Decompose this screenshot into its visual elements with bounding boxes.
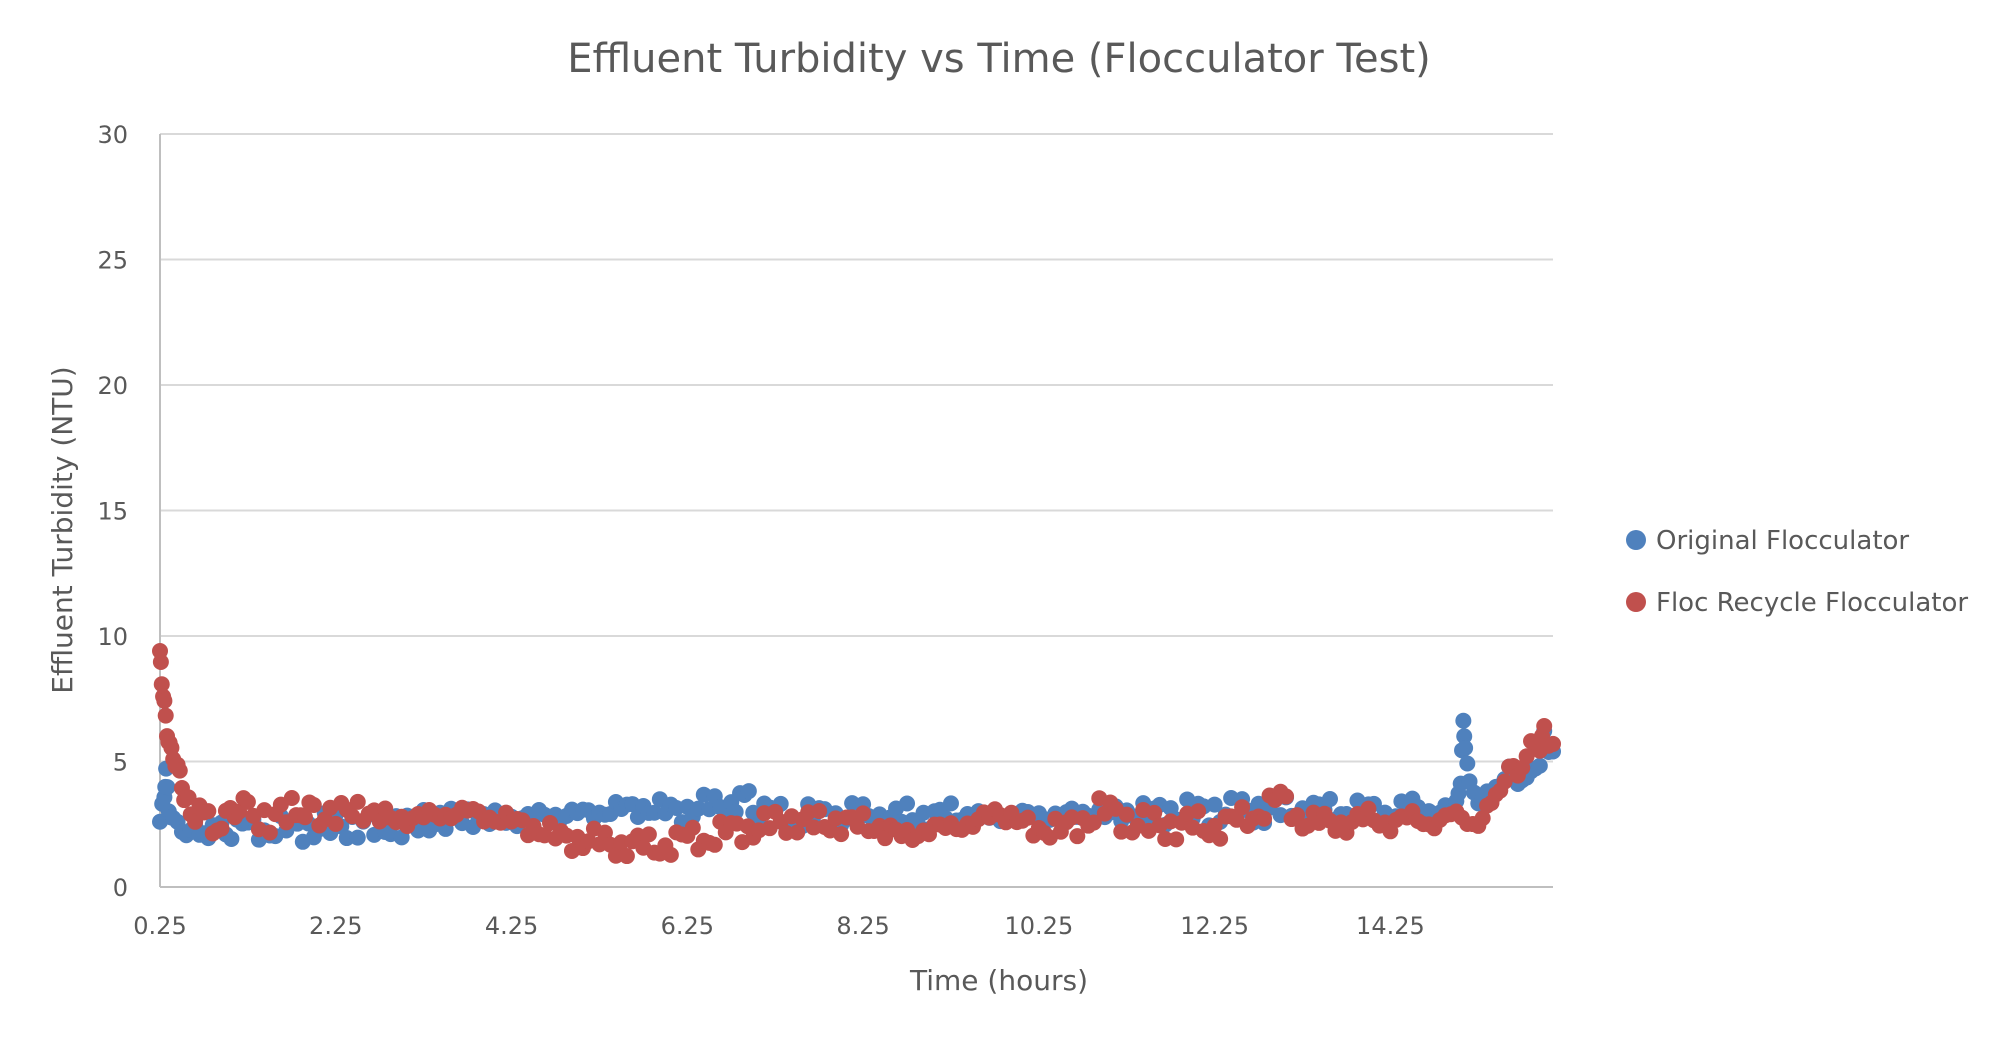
data-point — [1069, 828, 1086, 845]
data-point — [1019, 809, 1036, 826]
series-floc-recycle-flocculator — [152, 643, 1561, 865]
data-point — [833, 826, 850, 843]
data-point — [1118, 806, 1135, 823]
data-point — [1321, 791, 1338, 808]
data-point — [811, 803, 828, 820]
y-tick-label: 25 — [97, 247, 128, 275]
data-point — [156, 692, 173, 709]
data-point — [1212, 830, 1229, 847]
data-point — [1085, 814, 1102, 831]
data-point — [180, 789, 197, 806]
data-point — [159, 779, 176, 796]
data-point — [618, 848, 635, 865]
data-point — [1289, 807, 1306, 824]
legend-label: Floc Recycle Flocculator — [1656, 588, 1968, 618]
y-tick-label: 15 — [97, 498, 128, 526]
data-point — [1459, 755, 1476, 772]
data-point — [1457, 739, 1474, 756]
data-point — [899, 795, 916, 812]
data-point — [1455, 712, 1472, 729]
data-point — [297, 809, 314, 826]
x-tick-label: 12.25 — [1180, 912, 1249, 940]
x-tick-label: 0.25 — [133, 912, 186, 940]
data-point — [223, 830, 240, 847]
data-point — [877, 830, 894, 847]
data-point — [157, 707, 174, 724]
x-tick-label: 4.25 — [485, 912, 538, 940]
data-point — [1456, 728, 1473, 745]
x-tick-label: 14.25 — [1356, 912, 1425, 940]
x-tick-labels: 0.25 2.25 4.25 6.25 8.25 10.25 12.25 14.25 — [133, 912, 1424, 940]
y-tick-label: 30 — [97, 121, 128, 149]
data-point — [1474, 810, 1491, 827]
data-point — [1545, 735, 1561, 752]
data-point — [349, 829, 366, 846]
data-point — [283, 790, 300, 807]
data-point — [789, 824, 806, 841]
axes — [159, 134, 1553, 888]
x-tick-label: 10.25 — [1005, 912, 1074, 940]
x-axis-label: Time (hours) — [909, 964, 1088, 997]
y-tick-label: 5 — [113, 749, 128, 777]
data-point — [1518, 748, 1535, 765]
y-tick-label: 0 — [113, 874, 128, 902]
data-point — [740, 783, 757, 800]
legend-label: Original Flocculator — [1656, 526, 1909, 556]
x-tick-label: 8.25 — [836, 912, 889, 940]
data-point — [596, 824, 613, 841]
y-tick-label: 20 — [97, 372, 128, 400]
gridlines — [160, 133, 1553, 763]
data-point — [1234, 799, 1251, 816]
data-point — [1168, 831, 1185, 848]
data-point — [706, 836, 723, 853]
data-point — [327, 815, 344, 832]
data-point — [152, 654, 169, 671]
y-tick-label: 10 — [97, 623, 128, 651]
data-point — [1536, 717, 1553, 734]
x-tick-label: 6.25 — [661, 912, 714, 940]
data-point — [305, 796, 322, 813]
legend-marker — [1626, 592, 1646, 612]
data-point — [1206, 817, 1223, 834]
y-tick-labels: 0 5 10 15 20 25 30 — [97, 121, 128, 902]
data-point — [239, 793, 256, 810]
legend: Original Flocculator Floc Recycle Floccul… — [1626, 526, 1968, 618]
data-point — [171, 762, 188, 779]
series-layer — [152, 643, 1561, 865]
data-point — [1278, 788, 1295, 805]
data-point — [1206, 796, 1223, 813]
data-point — [200, 803, 217, 820]
data-point — [349, 793, 366, 810]
data-point — [1531, 757, 1548, 774]
data-point — [1496, 773, 1513, 790]
data-point — [855, 805, 872, 822]
data-point — [541, 815, 558, 832]
data-point — [213, 820, 230, 837]
chart-title: Effluent Turbidity vs Time (Flocculator … — [567, 36, 1431, 82]
data-point — [942, 795, 959, 812]
legend-marker — [1626, 530, 1646, 550]
data-point — [1146, 804, 1163, 821]
data-point — [1256, 810, 1273, 827]
data-point — [684, 819, 701, 836]
data-point — [153, 676, 170, 693]
data-point — [662, 846, 679, 863]
data-point — [1190, 803, 1207, 820]
data-point — [640, 826, 657, 843]
y-axis-label: Effluent Turbidity (NTU) — [46, 366, 79, 693]
data-point — [261, 824, 278, 841]
x-tick-label: 2.25 — [309, 912, 362, 940]
